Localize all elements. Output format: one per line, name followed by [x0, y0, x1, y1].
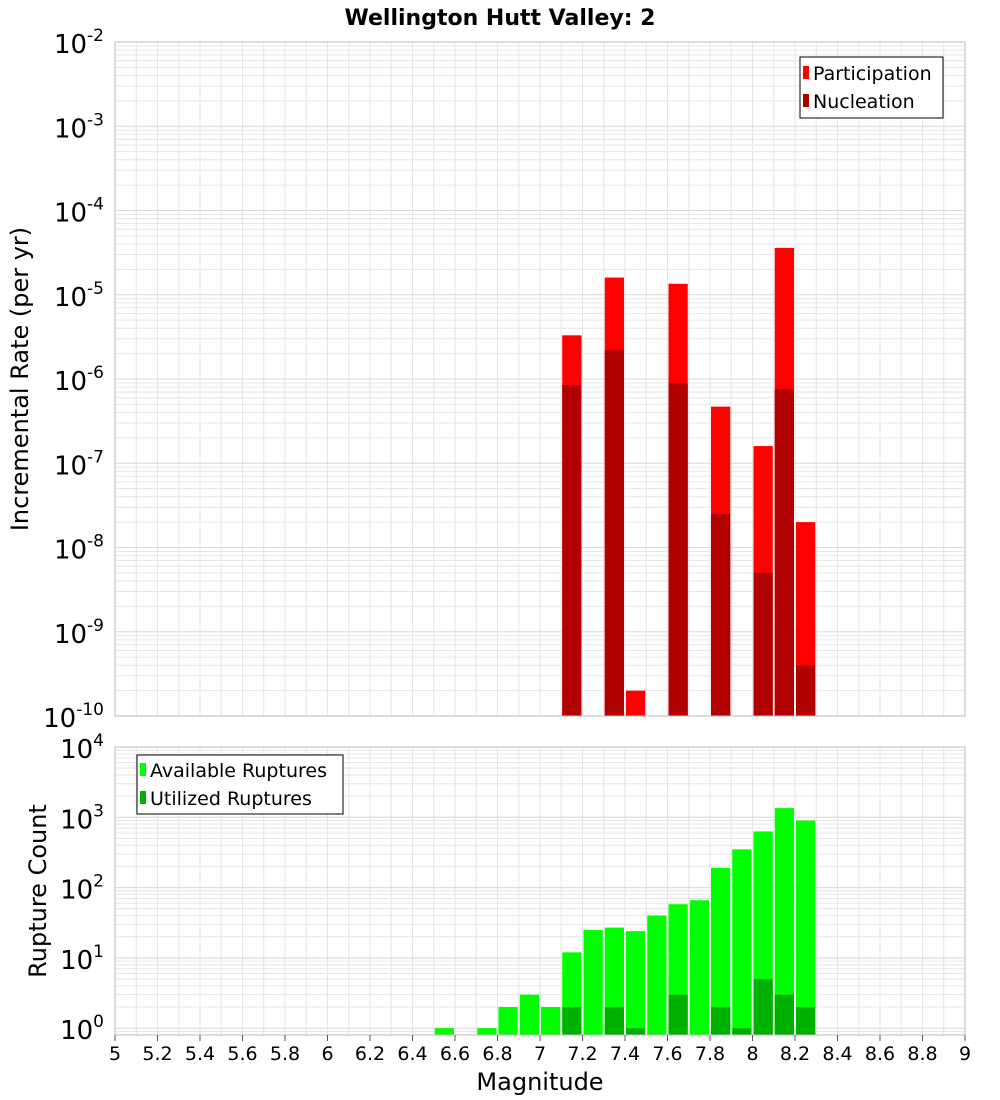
legend-available-label: Available Ruptures [150, 760, 327, 782]
x-tick-label: 7 [534, 1043, 546, 1065]
x-tick-label: 6.4 [397, 1043, 427, 1065]
top-y-tick-label: 10-4 [54, 195, 104, 229]
x-tick-label: 6.8 [482, 1043, 512, 1065]
top-y-tick-label: 10-9 [54, 616, 104, 650]
legend-nucleation-swatch [803, 94, 809, 107]
x-tick-label: 7.2 [567, 1043, 597, 1065]
top-plot-frame [114, 41, 966, 717]
utilized-bar [753, 979, 773, 1035]
bottom-y-tick-label: 101 [60, 942, 104, 976]
x-tick-label: 8.4 [822, 1043, 852, 1065]
x-tick-label: 7.6 [652, 1043, 682, 1065]
utilized-bar [668, 994, 688, 1035]
x-tick-label: 8.2 [780, 1043, 810, 1065]
nucleation-bar [604, 350, 624, 716]
x-tick-label: 5.8 [270, 1043, 300, 1065]
available-bar [774, 808, 794, 1035]
x-tick-label: 5.6 [227, 1043, 257, 1065]
bottom-legend-box [136, 754, 344, 815]
bottom-y-tick-label: 102 [60, 872, 104, 906]
x-tick-label: 8.6 [865, 1043, 895, 1065]
participation-bar [626, 690, 646, 716]
available-bar [689, 900, 709, 1035]
available-bar [498, 1007, 518, 1035]
legend-participation-label: Participation [813, 63, 932, 85]
bottom-y-axis-label: Rupture Count [24, 804, 52, 978]
x-tick-label: 5.2 [142, 1043, 172, 1065]
available-bar [477, 1028, 497, 1035]
legend-available-swatch [140, 763, 146, 776]
available-bar [541, 1007, 561, 1035]
x-tick-label: 6 [321, 1043, 333, 1065]
top-y-tick-label: 10-3 [54, 110, 104, 144]
x-tick-label: 9 [959, 1043, 971, 1065]
available-bar [711, 867, 731, 1035]
x-tick-label: 8 [746, 1043, 758, 1065]
available-bar [583, 929, 603, 1035]
utilized-bar [732, 1028, 752, 1035]
utilized-bar [562, 1007, 582, 1035]
bottom-y-tick-label: 100 [60, 1012, 104, 1046]
available-bar [434, 1028, 454, 1035]
available-bar [796, 820, 816, 1035]
top-y-tick-label: 10-5 [54, 279, 104, 313]
top-y-tick-label: 10-6 [54, 363, 104, 397]
x-tick-label: 7.4 [610, 1043, 640, 1065]
rate-panel: 10-2 10-3 10-4 10-5 10-6 10-7 10-8 10-9 10-10 [43, 26, 966, 734]
available-bar [519, 994, 539, 1035]
legend-utilized-label: Utilized Ruptures [150, 788, 312, 810]
nucleation-bar [796, 665, 816, 716]
top-legend-box [799, 56, 944, 119]
available-bar [626, 931, 646, 1035]
utilized-bar [711, 1007, 731, 1035]
nucleation-bar [711, 513, 731, 716]
x-tick-label: 8.8 [907, 1043, 937, 1065]
x-tick-label: 6.6 [440, 1043, 470, 1065]
legend-nucleation-label: Nucleation [813, 91, 915, 113]
top-y-tick-label: 10-2 [54, 26, 104, 60]
chart-title: Wellington Hutt Valley: 2 [345, 6, 656, 31]
nucleation-bar [668, 382, 688, 716]
nucleation-bar [774, 389, 794, 716]
utilized-bar [626, 1028, 646, 1035]
legend-participation-swatch [803, 66, 809, 79]
bottom-y-tick-label: 103 [60, 801, 104, 835]
available-bar [647, 915, 667, 1035]
top-y-tick-label: 10-7 [54, 447, 104, 481]
top-y-tick-label: 10-8 [54, 532, 104, 566]
bottom-legend: Available Ruptures Utilized Ruptures [136, 754, 344, 815]
utilized-bar [796, 1007, 816, 1035]
x-tick-label: 7.8 [695, 1043, 725, 1065]
top-legend: Participation Nucleation [799, 56, 944, 119]
utilized-bar [604, 1007, 624, 1035]
utilized-bar [774, 994, 794, 1035]
nucleation-bar [753, 572, 773, 716]
top-y-axis-label: Incremental Rate (per yr) [6, 227, 34, 531]
legend-utilized-swatch [140, 791, 146, 804]
top-y-tick-label: 10-10 [43, 700, 104, 734]
available-bar [732, 849, 752, 1035]
x-tick-label: 5.4 [185, 1043, 215, 1065]
x-tick-label: 5 [109, 1043, 121, 1065]
x-axis-label: Magnitude [476, 1068, 603, 1096]
x-tick-label: 6.2 [355, 1043, 385, 1065]
bottom-y-tick-label: 104 [60, 731, 104, 765]
nucleation-bar [562, 384, 582, 716]
